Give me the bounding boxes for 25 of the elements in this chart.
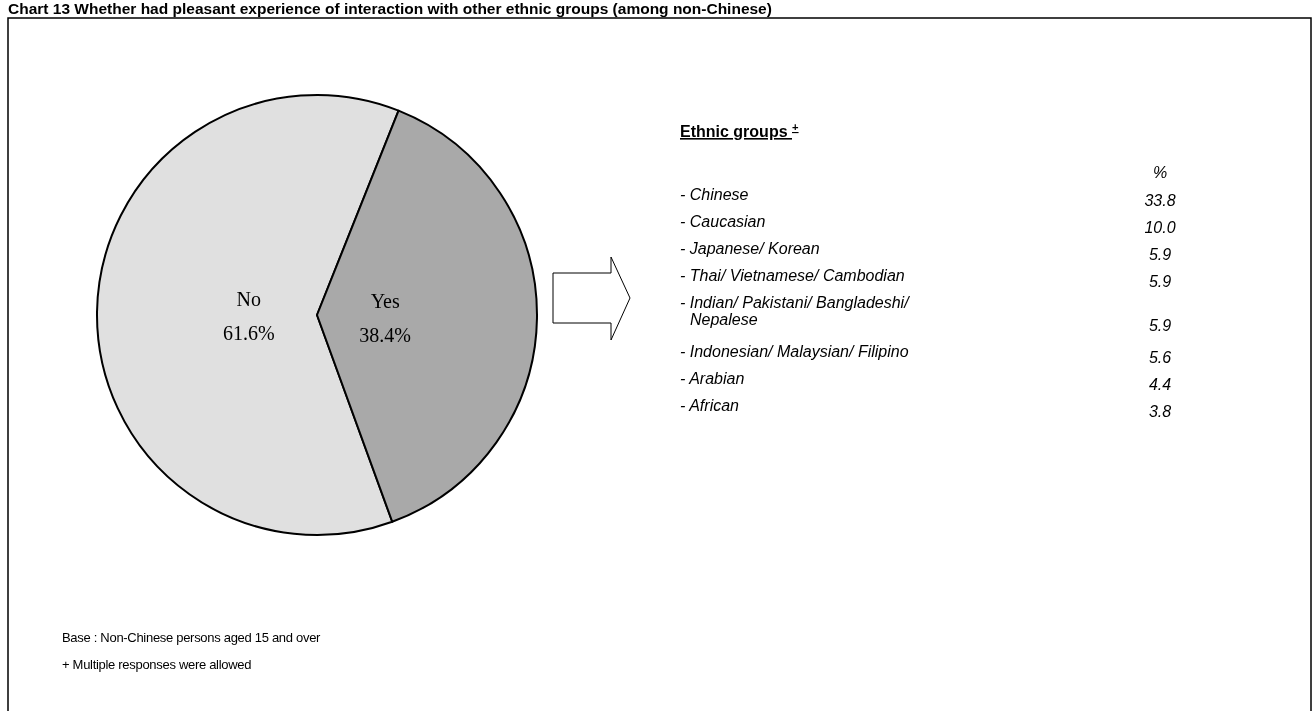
slice-label: No — [236, 287, 262, 310]
category-label: - Caucasian — [680, 213, 766, 230]
text: Base : Non-Chinese persons aged 15 and over — [62, 630, 322, 645]
text: 5.9 — [1148, 273, 1172, 290]
chart-title: Chart 13 Whether had pleasant experience of interaction with other ethnic groups (among non-Chinese) — [8, 0, 772, 17]
category-label: - Arabian — [680, 370, 745, 387]
text: 4.4 — [1148, 376, 1172, 393]
category-label: - Thai/ Vietnamese/ Cambodian — [680, 267, 905, 284]
category-label: - African — [680, 397, 740, 414]
text: % — [1152, 164, 1168, 181]
text: Ethnic groups $^{+}$ — [680, 121, 799, 140]
text: 5.9 — [1148, 246, 1172, 263]
category-label: - Indonesian/ Malaysian/ Filipino — [680, 343, 909, 360]
category-label: - Chinese — [680, 186, 749, 203]
text: 5.9 — [1148, 317, 1172, 334]
text: 33.8 — [1144, 192, 1176, 209]
data-label: 61.6% — [222, 321, 275, 344]
data-label: 38.4% — [359, 324, 412, 347]
text: + Multiple responses were allowed — [62, 657, 252, 672]
category-label: - Japanese/ Korean — [680, 240, 820, 257]
text: 3.8 — [1148, 403, 1172, 420]
text: 5.6 — [1148, 349, 1172, 366]
category-label: - Indian/ Pakistani/ Bangladeshi/ Nepalese — [680, 294, 911, 328]
text: 10.0 — [1144, 219, 1176, 236]
slice-label: Yes — [370, 290, 400, 313]
